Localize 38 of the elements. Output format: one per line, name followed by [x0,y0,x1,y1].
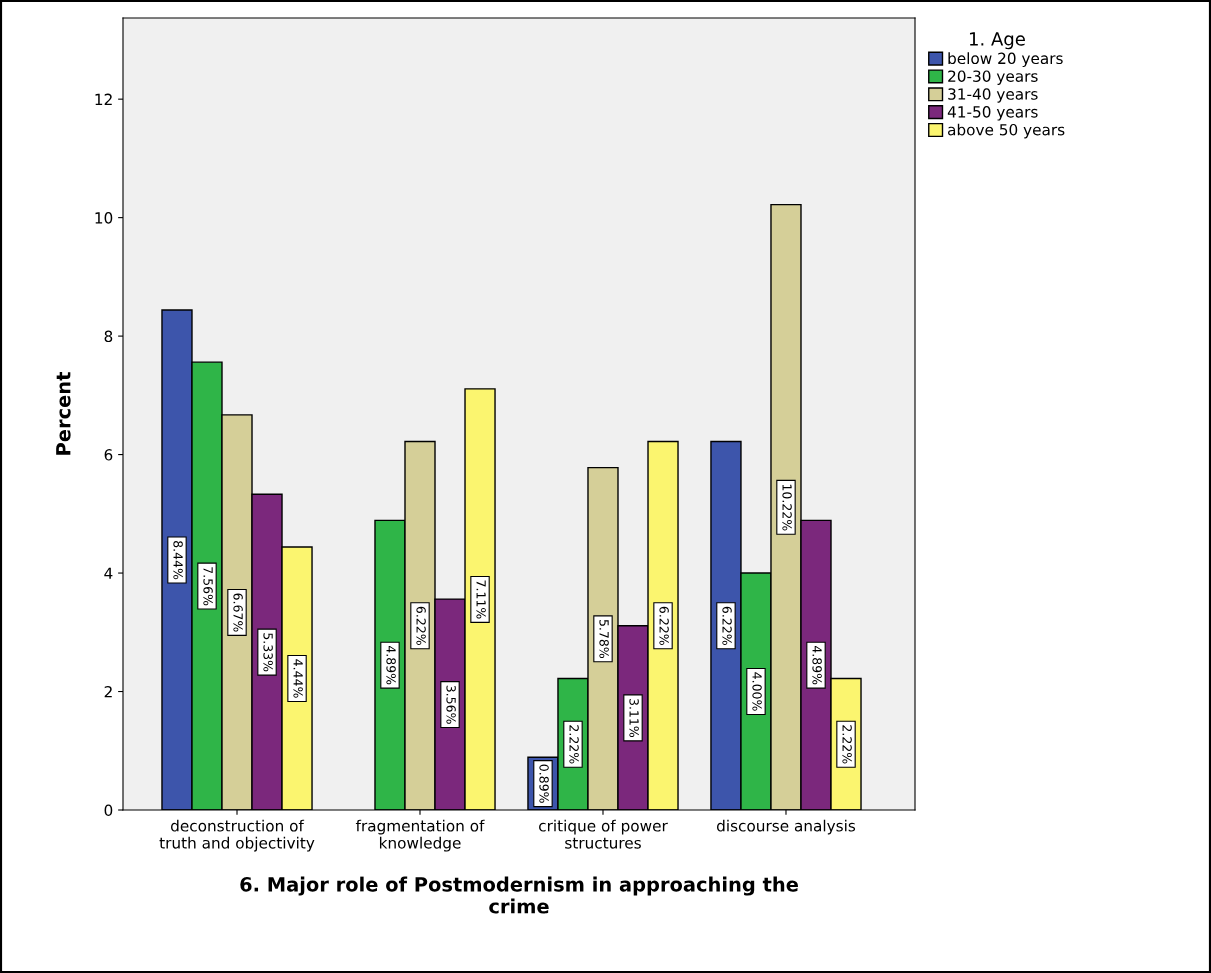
legend-label: 41-50 years [947,106,1038,121]
data-label: 4.89% [812,645,822,685]
legend-label: 20-30 years [948,70,1038,85]
data-label: 5.78% [599,619,609,658]
x-tick-label: discourse analysis [716,819,856,835]
legend-label: below 20 years [948,52,1063,68]
x-axis-title: 6. Major role of Postmodernism in approaching the crime [240,876,798,914]
legend-title: 1. Age [969,32,1025,50]
data-label: 8.44% [173,541,183,580]
y-tick-label: 10 [95,212,113,224]
data-label: 6.22% [416,606,426,645]
x-tick-label: fragmentation of knowledge [355,819,485,852]
legend-label: 31-40 years [948,88,1038,103]
data-label: 10.22% [782,484,792,531]
y-tick-label: 12 [95,93,112,105]
data-label: 4.44% [293,659,303,698]
data-label: 3.11% [629,698,639,738]
data-label: 0.89% [539,764,549,803]
data-label: 6.67% [233,593,243,632]
data-label: 7.11% [476,580,486,619]
data-label: 3.56% [446,685,456,724]
y-axis-title: Percent [56,372,71,455]
data-label: 6.22% [659,606,669,645]
y-tick-label: 8 [104,330,113,343]
legend-label: above 50 years [948,123,1065,139]
data-label: 7.56% [203,567,213,606]
y-tick-label: 0 [104,804,113,817]
data-label: 6.22% [722,606,732,645]
y-tick-label: 4 [104,567,113,579]
data-label: 5.33% [263,633,273,672]
y-tick-label: 2 [104,685,112,698]
data-label: 4.89% [386,645,396,685]
data-label: 4.00% [752,672,762,711]
x-tick-label: critique of power structures [539,819,668,849]
data-label: 2.22% [569,725,579,764]
x-tick-label: deconstruction of truth and objectivity [159,819,315,852]
data-label: 2.22% [842,725,852,764]
y-tick-label: 6 [104,449,113,461]
